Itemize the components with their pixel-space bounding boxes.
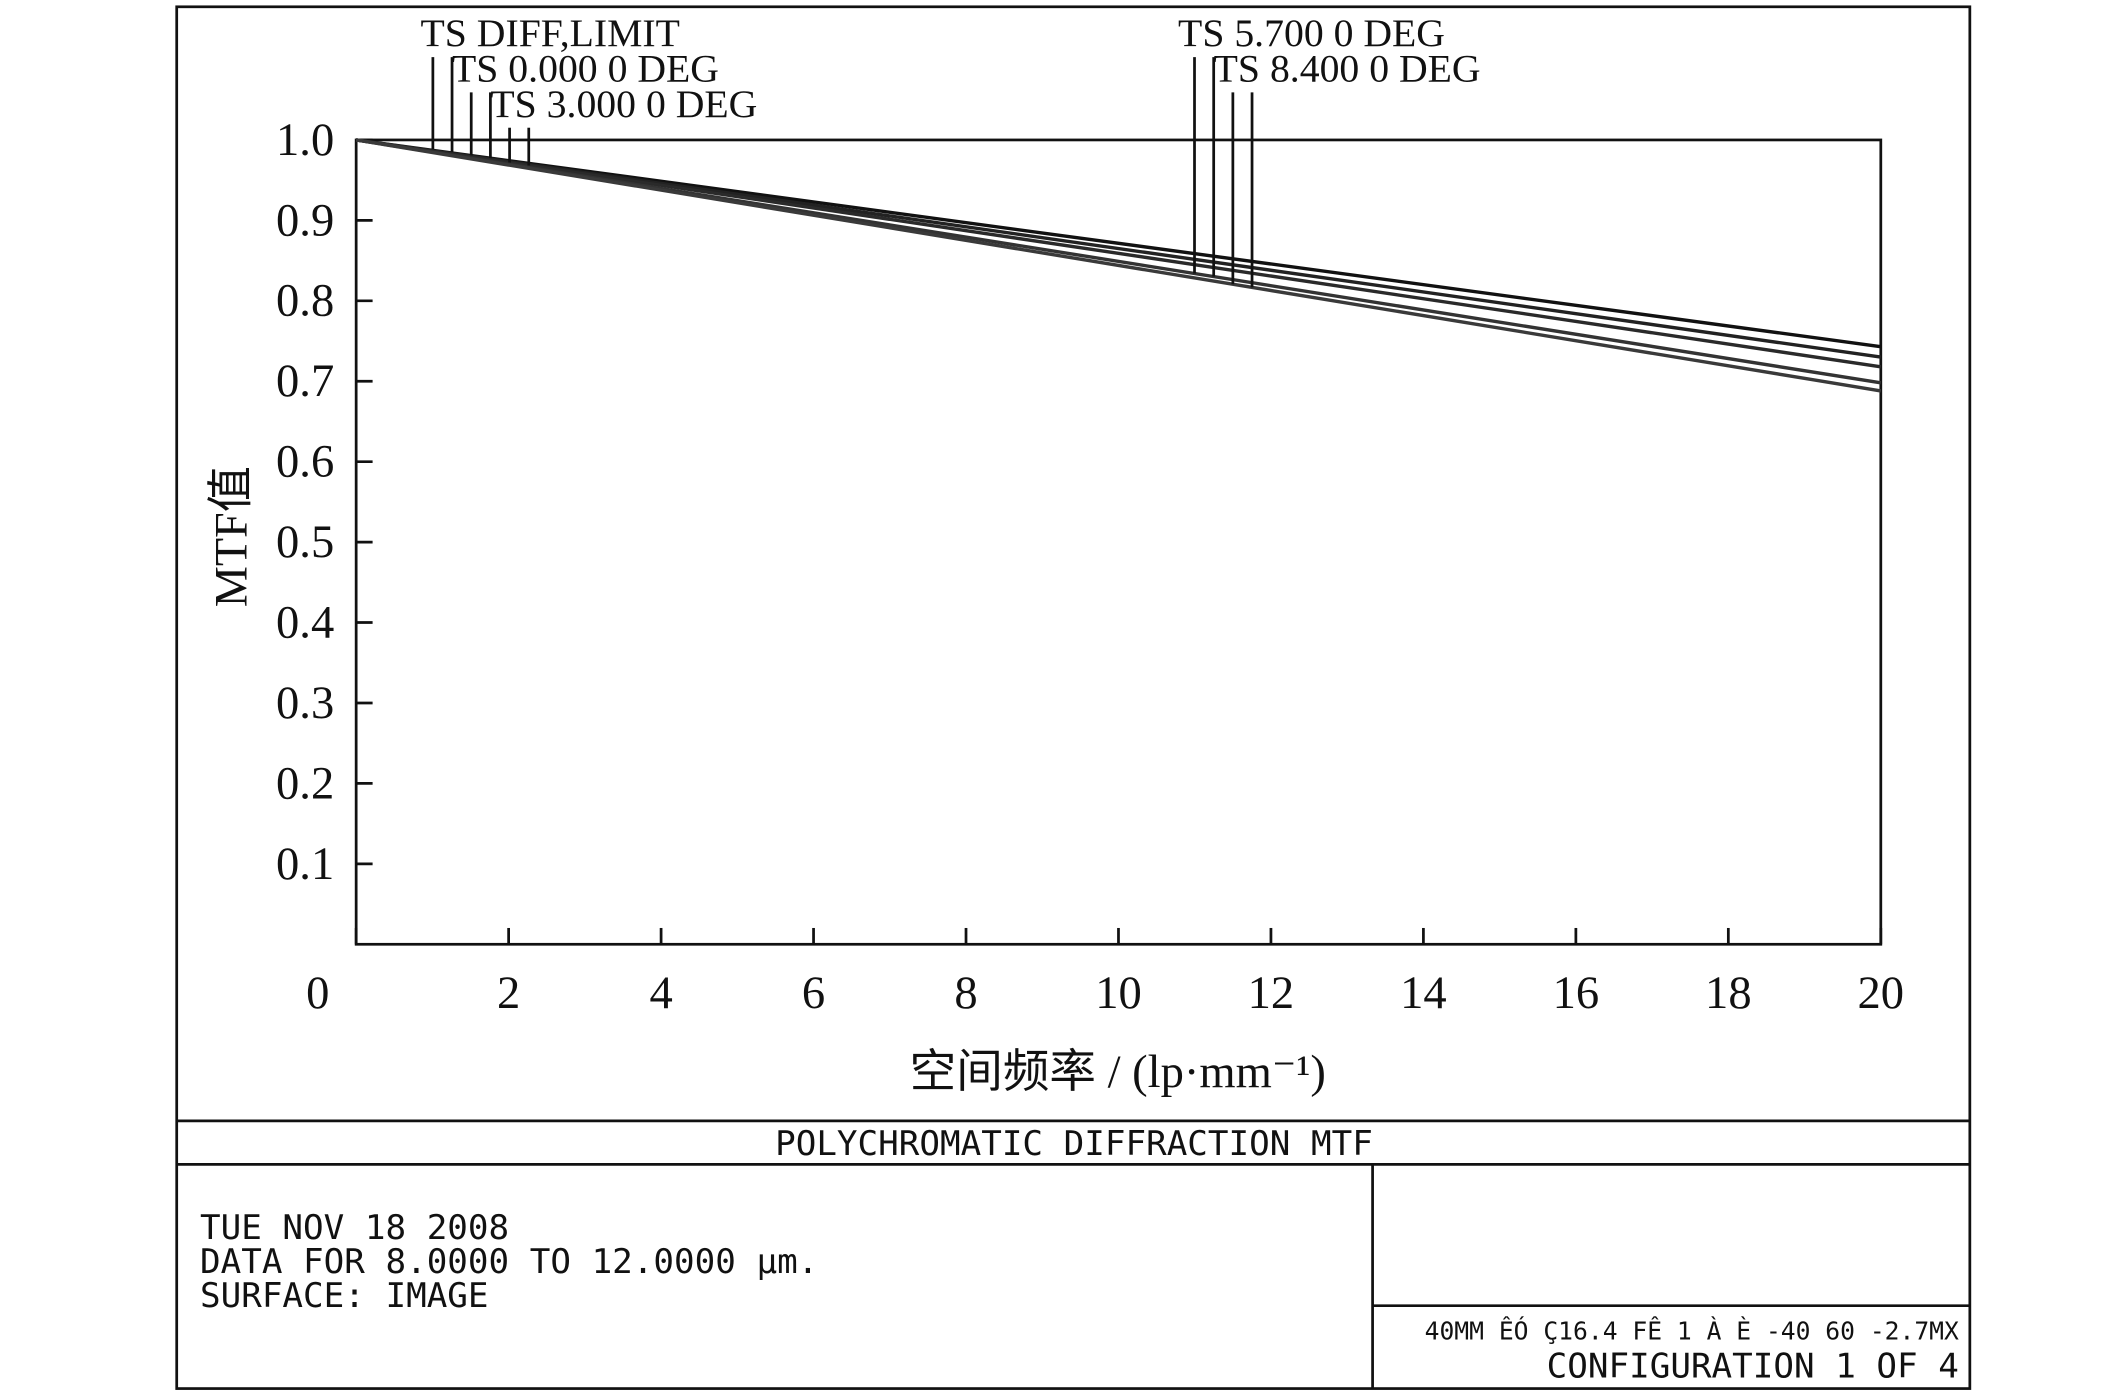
x-tick-label: 20 — [1858, 968, 1905, 1019]
y-tick-label: 0.1 — [276, 839, 334, 890]
x-tick-label: 18 — [1705, 968, 1752, 1019]
mtf-line — [355, 138, 1882, 393]
y-tick-label: 0.9 — [276, 195, 334, 246]
y-tick-label: 0.2 — [276, 759, 334, 810]
y-tick-label: 0.3 — [276, 678, 334, 729]
footer-line: DATA FOR 8.0000 TO 12.0000 µm. — [200, 1242, 818, 1282]
chart-title: POLYCHROMATIC DIFFRACTION MTF — [775, 1124, 1373, 1164]
y-tick-label: 1.0 — [276, 115, 334, 166]
config-info: 40MM ÊÓ Ç16.4 FÊ 1 À È -40 60 -2.7MX — [1425, 1316, 1959, 1346]
y-axis-label: MTF值 — [206, 466, 257, 607]
y-tick-label: 0.5 — [276, 517, 334, 568]
x-tick-label: 12 — [1248, 968, 1295, 1019]
x-tick-label: 10 — [1095, 968, 1142, 1019]
x-tick-label: 0 — [306, 968, 329, 1019]
x-tick-label: 6 — [802, 968, 825, 1019]
configuration: CONFIGURATION 1 OF 4 — [1547, 1347, 1959, 1387]
footer-line: TUE NOV 18 2008 — [200, 1208, 509, 1248]
x-tick-label: 16 — [1553, 968, 1600, 1019]
legend-label: TS 5.700 0 DEG — [1178, 11, 1445, 55]
footer-line: SURFACE: IMAGE — [200, 1276, 489, 1316]
y-tick-label: 0.7 — [276, 356, 334, 407]
y-tick-label: 0.8 — [276, 276, 334, 327]
legend-label: TS 8.400 0 DEG — [1214, 47, 1481, 91]
mtf-line — [355, 138, 1882, 349]
x-tick-label: 4 — [649, 968, 672, 1019]
legend-label: TS 3.000 0 DEG — [490, 82, 757, 126]
mtf-line — [355, 138, 1882, 369]
x-tick-label: 14 — [1400, 968, 1447, 1019]
y-tick-label: 0.4 — [276, 598, 334, 649]
legend-label: TS 0.000 0 DEG — [452, 47, 719, 91]
legend-label: TS DIFF,LIMIT — [421, 11, 680, 55]
y-tick-label: 0.6 — [276, 437, 334, 488]
x-axis-label: 空间频率 / (lp·mm⁻¹) — [910, 1047, 1326, 1098]
x-tick-label: 2 — [497, 968, 520, 1019]
x-tick-label: 8 — [954, 968, 977, 1019]
outer-frame — [175, 5, 1972, 1390]
